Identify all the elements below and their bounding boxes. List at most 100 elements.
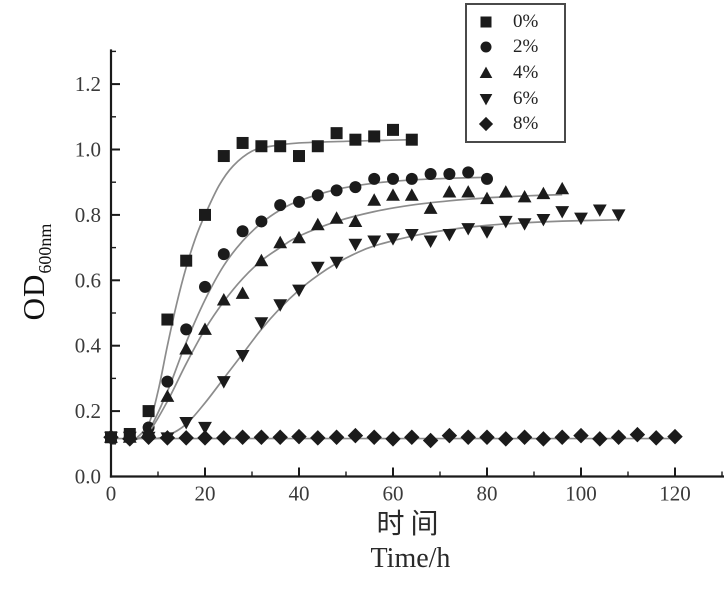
- data-point-square: [236, 136, 249, 149]
- data-point-square: [217, 150, 230, 163]
- data-point-diamond: [498, 431, 514, 447]
- legend-marker-triangle-up: [479, 66, 493, 79]
- x-tick-label: 120: [659, 482, 691, 506]
- fit-curve: [133, 138, 412, 441]
- data-point-triangle-up: [160, 389, 175, 402]
- data-point-circle: [255, 215, 268, 228]
- data-point-triangle-down: [254, 317, 269, 330]
- data-point-diamond: [103, 429, 119, 445]
- data-point-triangle-down: [198, 421, 212, 435]
- data-point-circle: [349, 181, 362, 194]
- data-point-triangle-down: [329, 256, 344, 270]
- data-point-triangle-down: [461, 223, 476, 236]
- data-point-triangle-up: [367, 193, 382, 206]
- data-point-diamond: [667, 428, 683, 445]
- data-point-diamond: [253, 429, 270, 445]
- data-point-circle: [217, 248, 230, 261]
- data-point-diamond: [310, 430, 326, 446]
- legend: 0% 2% 4% 6% 8%: [465, 3, 566, 143]
- data-point-diamond: [328, 429, 345, 445]
- legend-item-2-percent: 2%: [467, 36, 564, 58]
- x-axis-title-english: Time/h: [370, 543, 451, 574]
- data-point-diamond: [648, 430, 664, 446]
- data-point-square: [349, 133, 362, 146]
- data-point-diamond: [592, 431, 608, 447]
- data-point-square: [274, 140, 287, 153]
- data-point-circle: [311, 189, 324, 202]
- series-6-percent: [104, 204, 626, 445]
- data-point-square: [199, 208, 211, 221]
- data-point-triangle-up: [348, 214, 363, 227]
- fit-curve: [134, 176, 488, 441]
- data-point-circle: [161, 375, 174, 388]
- data-point-triangle-up: [179, 342, 194, 355]
- legend-marker-triangle-down: [479, 93, 493, 105]
- data-point-triangle-up: [536, 186, 551, 200]
- data-point-triangle-down: [386, 233, 400, 246]
- y-tick-label: 0.0: [75, 465, 101, 489]
- data-point-square: [161, 313, 174, 326]
- data-point-square: [255, 140, 268, 153]
- legend-label: 0%: [513, 10, 539, 32]
- data-point-circle: [405, 172, 418, 185]
- data-point-triangle-down: [498, 215, 513, 229]
- data-point-square: [368, 130, 381, 143]
- data-point-triangle-down: [235, 349, 250, 363]
- series-4-percent: [104, 181, 570, 443]
- data-point-triangle-up: [292, 230, 306, 244]
- data-point-diamond: [216, 430, 232, 446]
- data-point-square: [180, 254, 193, 267]
- x-tick-label: 60: [383, 482, 404, 506]
- data-point-diamond: [234, 429, 251, 445]
- data-point-diamond: [479, 429, 495, 445]
- legend-item-8-percent: 8%: [467, 113, 564, 135]
- data-point-triangle-up: [442, 185, 457, 198]
- legend-marker-circle: [480, 41, 492, 53]
- data-point-diamond: [441, 427, 458, 444]
- data-point-triangle-down: [517, 218, 532, 231]
- data-point-circle: [293, 195, 305, 208]
- y-tick-label: 1.0: [75, 138, 101, 162]
- data-point-triangle-down: [179, 417, 194, 430]
- data-point-diamond: [516, 429, 533, 445]
- data-point-circle: [424, 168, 437, 181]
- data-point-circle: [274, 199, 287, 212]
- legend-label: 8%: [513, 113, 539, 135]
- legend-item-4-percent: 4%: [467, 62, 564, 84]
- legend-marker-diamond: [478, 117, 494, 132]
- legend-item-6-percent: 6%: [467, 88, 564, 110]
- data-point-triangle-up: [386, 188, 400, 201]
- data-point-diamond: [460, 429, 476, 445]
- x-tick-label: 40: [289, 482, 310, 506]
- data-point-square: [330, 127, 343, 140]
- data-point-circle: [180, 323, 193, 336]
- data-point-square: [387, 123, 399, 136]
- data-point-triangle-down: [480, 226, 494, 239]
- x-axis-title-chinese: 时间: [376, 509, 445, 540]
- data-point-circle: [481, 172, 493, 185]
- y-axis-title: OD600nm: [16, 224, 56, 321]
- data-point-triangle-up: [404, 188, 419, 201]
- legend-label: 4%: [513, 61, 539, 83]
- data-point-circle: [443, 168, 456, 181]
- fit-curve: [148, 218, 619, 441]
- data-point-triangle-up: [329, 211, 344, 224]
- data-point-triangle-up: [423, 201, 438, 214]
- data-point-diamond: [554, 429, 570, 445]
- data-point-triangle-down: [348, 238, 363, 252]
- data-point-diamond: [159, 430, 176, 446]
- data-point-diamond: [366, 429, 382, 445]
- data-point-diamond: [178, 430, 194, 446]
- x-tick-label: 0: [106, 482, 117, 506]
- data-point-triangle-down: [367, 235, 382, 248]
- x-tick-label: 80: [477, 482, 498, 506]
- data-point-triangle-down: [404, 229, 419, 242]
- data-point-triangle-down: [273, 299, 288, 312]
- y-tick-label: 0.6: [75, 268, 101, 292]
- data-point-triangle-down: [611, 209, 626, 222]
- data-point-diamond: [404, 429, 420, 445]
- legend-label: 2%: [513, 36, 539, 58]
- data-point-circle: [368, 172, 381, 185]
- data-point-diamond: [291, 428, 307, 445]
